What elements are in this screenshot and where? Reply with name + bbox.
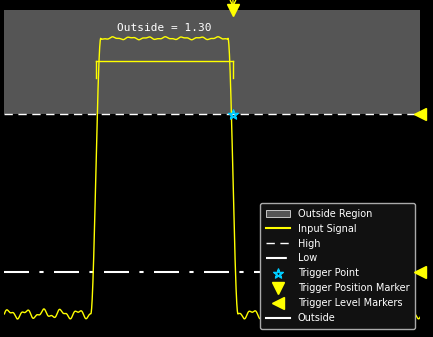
Bar	[4, 10, 420, 114]
Legend: Outside Region, Input Signal, High, Low, Trigger Point, Trigger Position Marker,: Outside Region, Input Signal, High, Low,…	[260, 203, 415, 329]
Text: Outside = 1.30: Outside = 1.30	[117, 23, 212, 33]
